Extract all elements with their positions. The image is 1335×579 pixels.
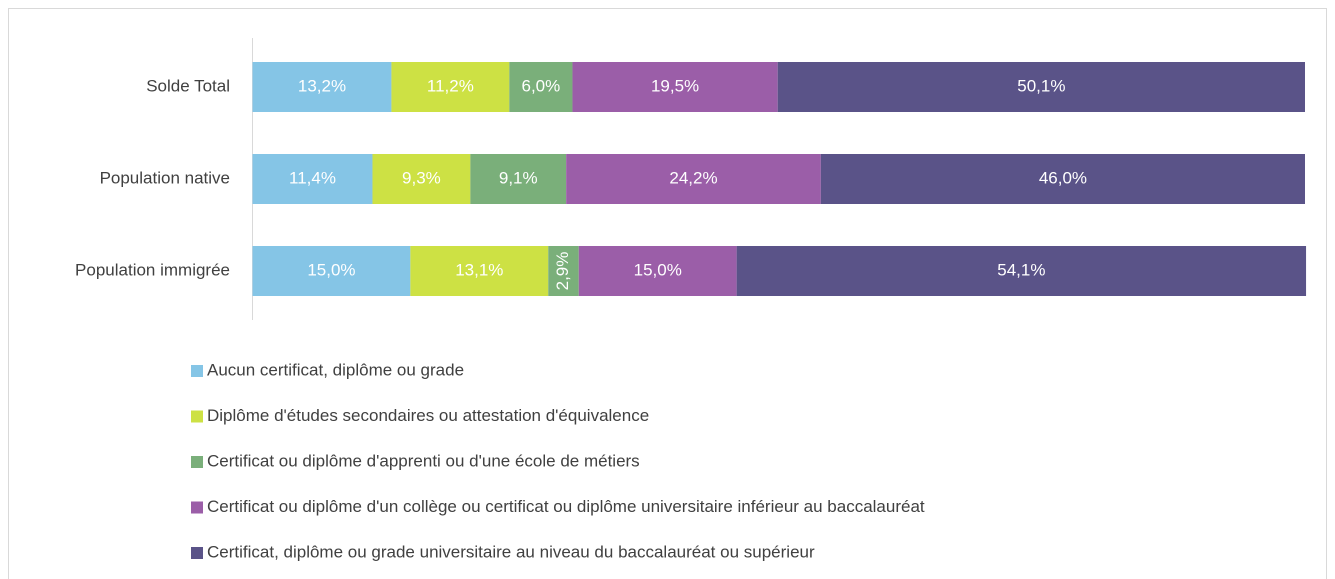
bar-segment bbox=[548, 246, 579, 296]
bar-segment bbox=[566, 154, 821, 204]
legend-swatch bbox=[191, 456, 203, 468]
data-label: 9,1% bbox=[499, 168, 538, 187]
bar-segment bbox=[391, 62, 510, 112]
bar-segment bbox=[736, 246, 1307, 296]
y-tick-label: Population immigrée bbox=[75, 260, 230, 279]
legend-label: Certificat ou diplôme d'un collège ou ce… bbox=[207, 497, 925, 516]
data-label: 46,0% bbox=[1039, 168, 1087, 187]
legend-swatch bbox=[191, 501, 203, 514]
data-label: 9,3% bbox=[402, 168, 441, 187]
data-label: 6,0% bbox=[522, 76, 561, 95]
data-label: 13,2% bbox=[298, 76, 346, 95]
data-label: 13,1% bbox=[455, 260, 503, 279]
bar-segment bbox=[410, 246, 549, 296]
data-label: 2,9% bbox=[553, 252, 572, 291]
legend-swatch bbox=[191, 547, 203, 559]
data-label: 50,1% bbox=[1017, 76, 1065, 95]
y-tick-label: Population native bbox=[100, 168, 230, 187]
data-label: 11,4% bbox=[289, 168, 336, 187]
chart-frame bbox=[8, 8, 1327, 579]
bar-segment bbox=[572, 62, 778, 112]
legend-label: Aucun certificat, diplôme ou grade bbox=[207, 360, 464, 379]
y-tick-label: Solde Total bbox=[146, 76, 230, 95]
data-label: 11,2% bbox=[427, 76, 474, 95]
bar-segment bbox=[820, 154, 1305, 204]
legend-label: Certificat, diplôme ou grade universitai… bbox=[207, 542, 815, 561]
bar-segment bbox=[372, 154, 471, 204]
data-label: 24,2% bbox=[669, 168, 717, 187]
data-label: 19,5% bbox=[651, 76, 699, 95]
bar-segment bbox=[252, 154, 373, 204]
bar-segment bbox=[470, 154, 567, 204]
bar-segment bbox=[578, 246, 737, 296]
legend-swatch bbox=[191, 365, 203, 377]
legend-label: Certificat ou diplôme d'apprenti ou d'un… bbox=[207, 451, 640, 470]
data-label: 15,0% bbox=[634, 260, 682, 279]
bar-segment bbox=[252, 246, 411, 296]
bar-segment bbox=[509, 62, 573, 112]
legend-label: Diplôme d'études secondaires ou attestat… bbox=[207, 406, 649, 425]
data-label: 54,1% bbox=[997, 260, 1045, 279]
data-label: 15,0% bbox=[307, 260, 355, 279]
legend-swatch bbox=[191, 410, 203, 423]
bar-segment bbox=[252, 62, 392, 112]
bar-segment bbox=[777, 62, 1305, 112]
